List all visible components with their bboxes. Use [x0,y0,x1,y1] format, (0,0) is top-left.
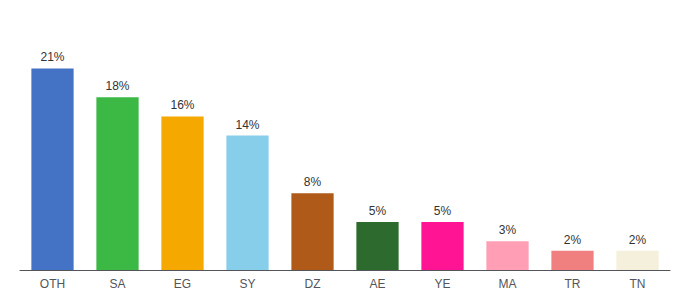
svg-text:2%: 2% [629,233,647,247]
svg-text:21%: 21% [40,50,64,64]
svg-text:YE: YE [434,277,450,291]
svg-text:SY: SY [239,277,255,291]
svg-text:MA: MA [499,277,517,291]
svg-text:8%: 8% [304,175,322,189]
svg-text:14%: 14% [235,118,259,132]
svg-text:16%: 16% [170,98,194,112]
svg-text:DZ: DZ [305,277,321,291]
svg-text:5%: 5% [434,204,452,218]
svg-text:AE: AE [369,277,385,291]
svg-text:3%: 3% [499,223,517,237]
svg-text:OTH: OTH [40,277,65,291]
svg-text:5%: 5% [369,204,387,218]
svg-text:TN: TN [630,277,646,291]
svg-text:SA: SA [109,277,125,291]
svg-text:EG: EG [174,277,191,291]
svg-text:18%: 18% [105,79,129,93]
svg-text:2%: 2% [564,233,582,247]
svg-text:TR: TR [565,277,581,291]
